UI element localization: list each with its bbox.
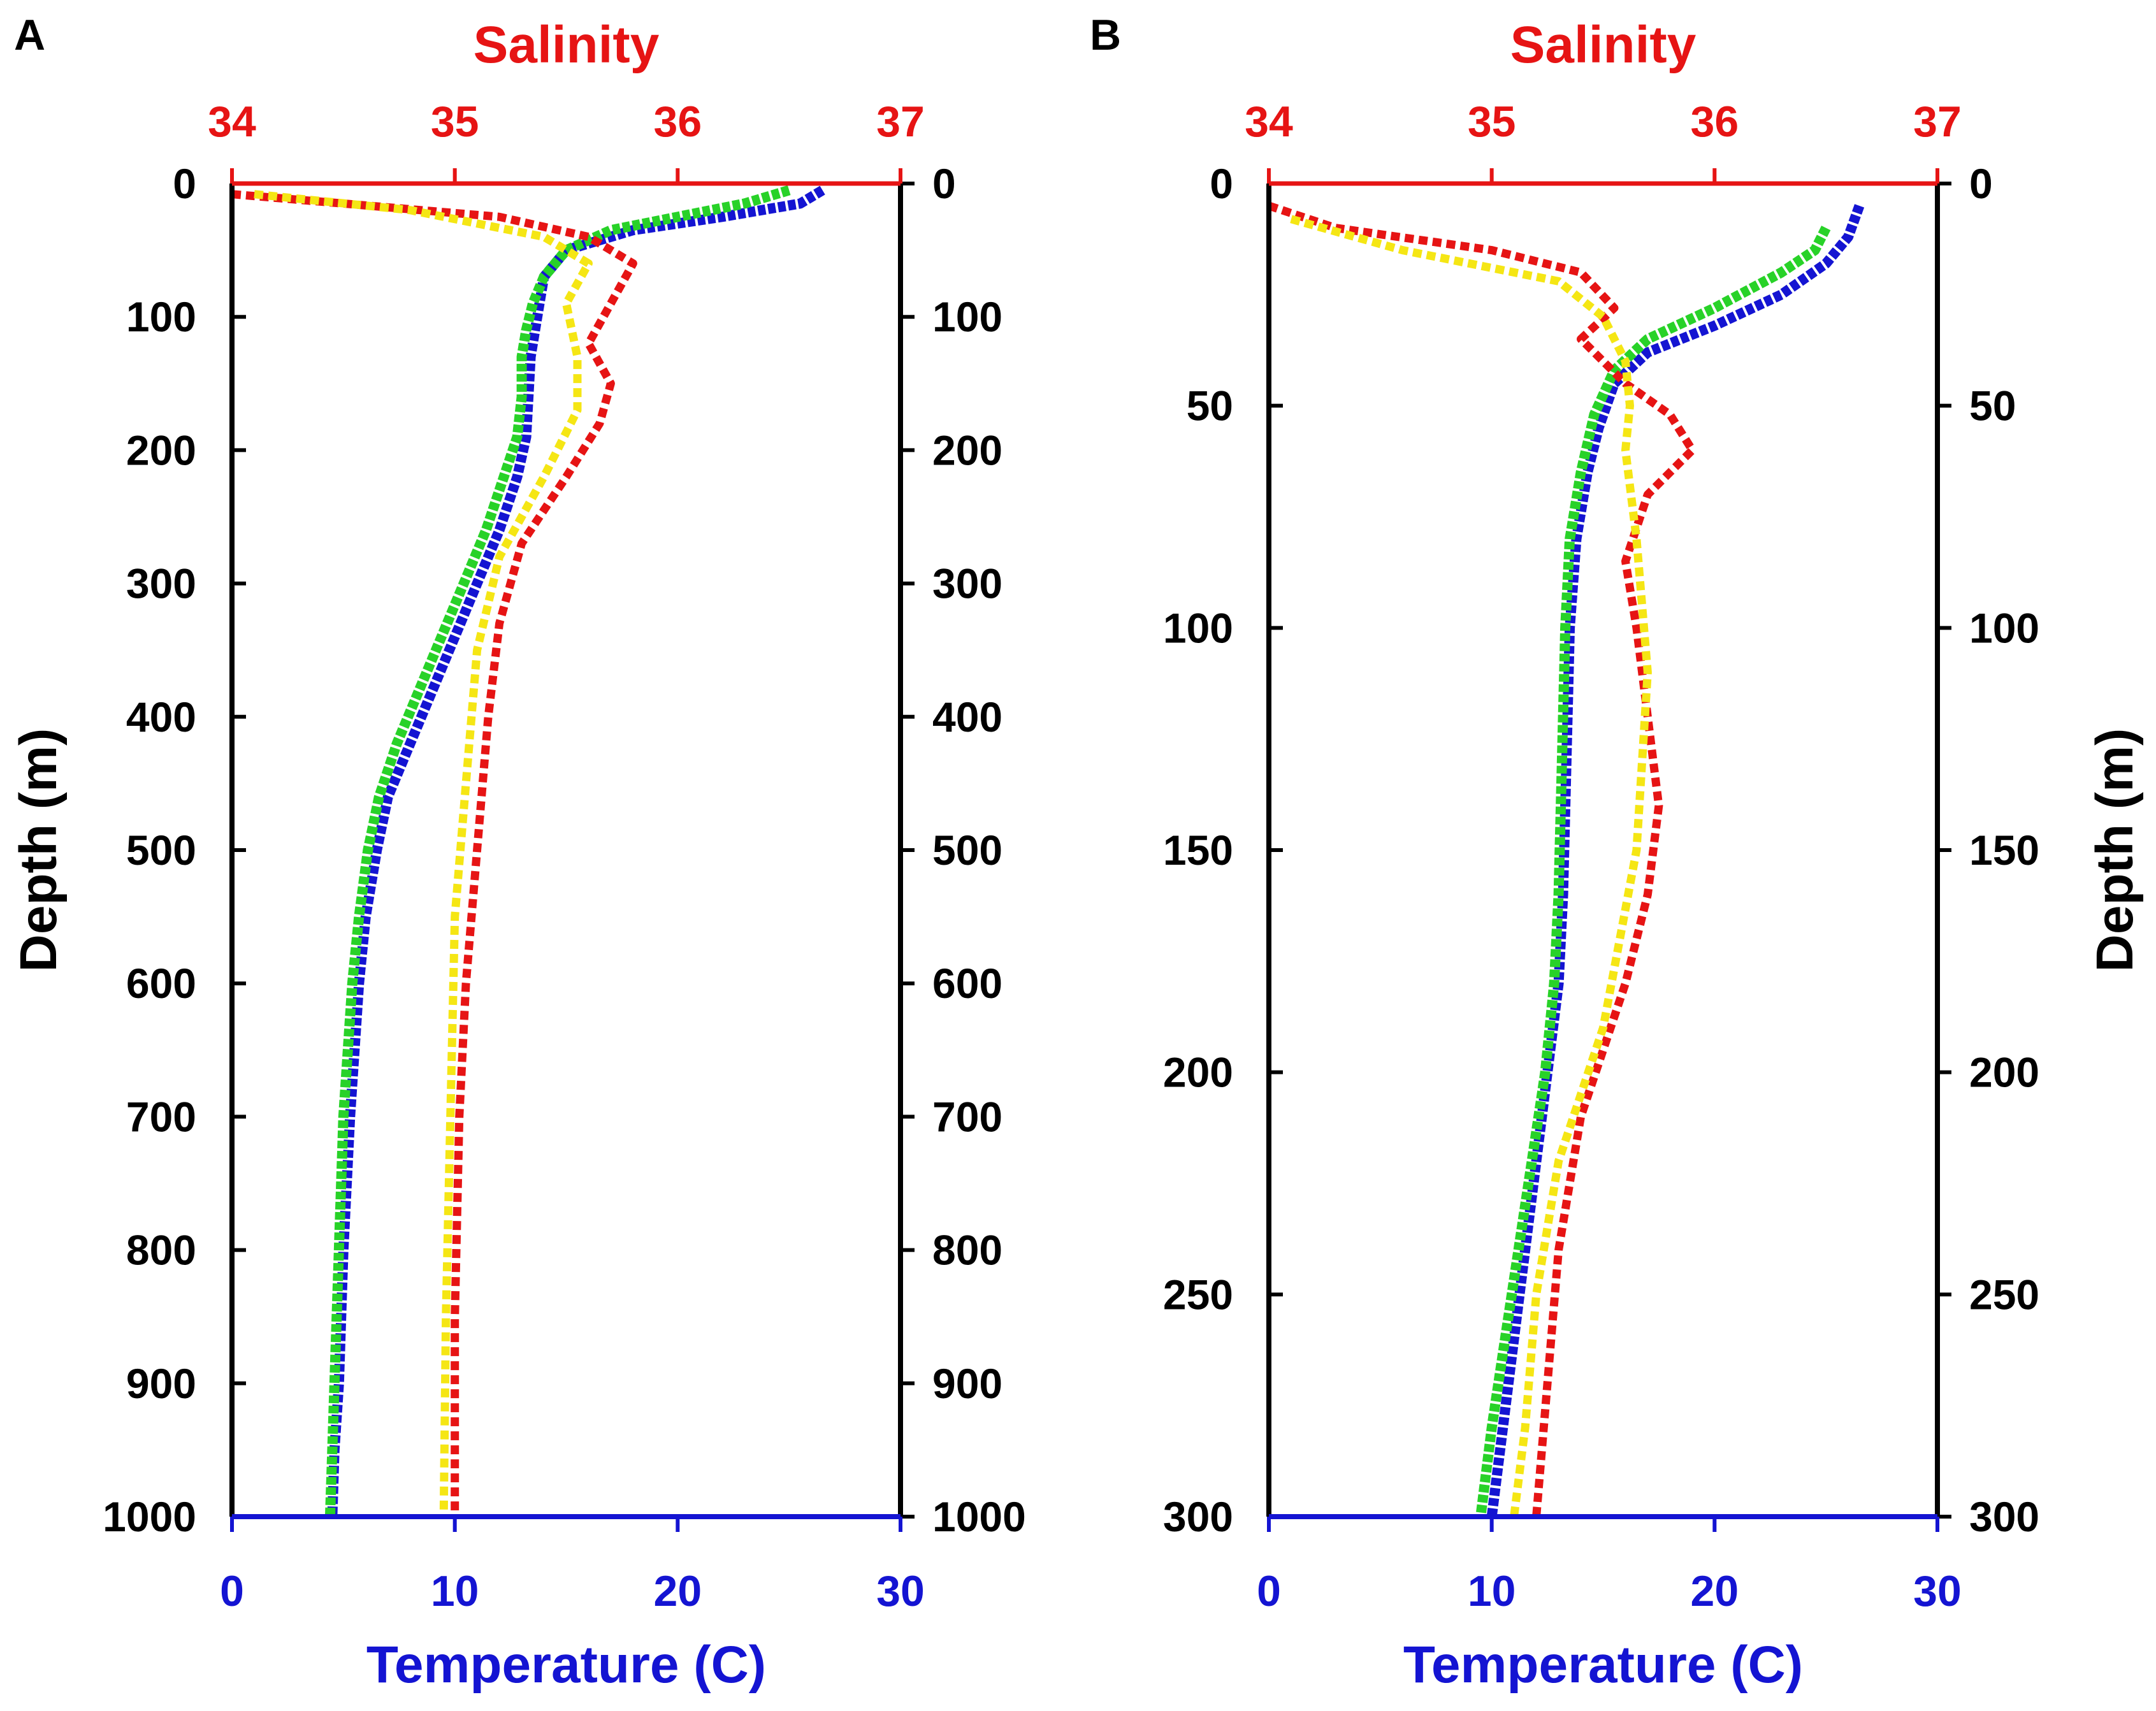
series-line-temp-model bbox=[1475, 226, 1831, 1517]
series-line-salinity bbox=[1267, 201, 1697, 1517]
left-tick-label: 300 bbox=[126, 560, 196, 607]
series-line-sal-model bbox=[254, 190, 593, 1517]
right-tick-label: 1000 bbox=[932, 1493, 1026, 1540]
left-tick-label: 100 bbox=[126, 293, 196, 340]
right-tick-label: 900 bbox=[932, 1360, 1002, 1407]
panel-label: A bbox=[14, 11, 45, 59]
right-tick-label: 50 bbox=[1969, 382, 2016, 430]
left-tick-label: 200 bbox=[1163, 1049, 1233, 1096]
left-tick-label: 300 bbox=[1163, 1493, 1233, 1540]
top-tick-label: 37 bbox=[876, 97, 925, 146]
left-axis-title: Depth (m) bbox=[10, 728, 68, 972]
left-tick-label: 250 bbox=[1163, 1271, 1233, 1318]
left-tick-label: 900 bbox=[126, 1360, 196, 1407]
right-tick-label: 0 bbox=[1969, 160, 1993, 207]
right-tick-label: 250 bbox=[1969, 1271, 2039, 1318]
left-tick-label: 500 bbox=[126, 827, 196, 874]
top-tick-label: 35 bbox=[431, 97, 479, 146]
top-tick-label: 35 bbox=[1468, 97, 1516, 146]
panel-label: B bbox=[1090, 11, 1121, 59]
left-tick-label: 600 bbox=[126, 960, 196, 1007]
top-tick-label: 34 bbox=[208, 97, 256, 146]
top-tick-label: 36 bbox=[654, 97, 702, 146]
bottom-tick-label: 20 bbox=[1691, 1567, 1739, 1615]
right-tick-label: 500 bbox=[932, 827, 1002, 874]
left-tick-label: 400 bbox=[126, 693, 196, 740]
top-tick-label: 37 bbox=[1913, 97, 1962, 146]
bottom-tick-label: 30 bbox=[876, 1567, 925, 1615]
top-axis-title: Salinity bbox=[474, 16, 660, 74]
right-axis-title: Depth (m) bbox=[2086, 728, 2144, 972]
right-tick-label: 700 bbox=[932, 1093, 1002, 1140]
bottom-axis-title: Temperature (C) bbox=[366, 1636, 766, 1694]
bottom-tick-label: 10 bbox=[431, 1567, 479, 1615]
right-tick-label: 600 bbox=[932, 960, 1002, 1007]
series-line-sal-model bbox=[1290, 215, 1652, 1517]
bottom-tick-label: 10 bbox=[1468, 1567, 1516, 1615]
top-axis-title: Salinity bbox=[1510, 16, 1697, 74]
right-tick-label: 400 bbox=[932, 693, 1002, 740]
bottom-tick-label: 30 bbox=[1913, 1567, 1962, 1615]
bottom-tick-label: 0 bbox=[220, 1567, 244, 1615]
left-tick-label: 800 bbox=[126, 1227, 196, 1274]
left-tick-label: 0 bbox=[1210, 160, 1233, 207]
bottom-tick-label: 20 bbox=[654, 1567, 702, 1615]
top-tick-label: 36 bbox=[1691, 97, 1739, 146]
left-tick-label: 0 bbox=[173, 160, 196, 207]
right-tick-label: 300 bbox=[1969, 1493, 2039, 1540]
left-tick-label: 50 bbox=[1187, 382, 1233, 430]
top-tick-label: 34 bbox=[1245, 97, 1293, 146]
right-tick-label: 800 bbox=[932, 1227, 1002, 1274]
series-line-temp-model bbox=[324, 185, 791, 1517]
right-tick-label: 200 bbox=[1969, 1049, 2039, 1096]
right-tick-label: 300 bbox=[932, 560, 1002, 607]
panel-a: A010020030040050060070080090010000100200… bbox=[10, 11, 1026, 1694]
right-tick-label: 100 bbox=[932, 293, 1002, 340]
right-tick-label: 0 bbox=[932, 160, 956, 207]
series-line-salinity bbox=[231, 190, 637, 1517]
bottom-tick-label: 0 bbox=[1257, 1567, 1281, 1615]
left-tick-label: 100 bbox=[1163, 604, 1233, 651]
left-tick-label: 200 bbox=[126, 426, 196, 473]
right-tick-label: 150 bbox=[1969, 827, 2039, 874]
right-tick-label: 200 bbox=[932, 426, 1002, 473]
right-tick-label: 100 bbox=[1969, 604, 2039, 651]
left-tick-label: 1000 bbox=[103, 1493, 196, 1540]
left-tick-label: 150 bbox=[1163, 827, 1233, 874]
left-tick-label: 700 bbox=[126, 1093, 196, 1140]
bottom-axis-title: Temperature (C) bbox=[1403, 1636, 1803, 1694]
